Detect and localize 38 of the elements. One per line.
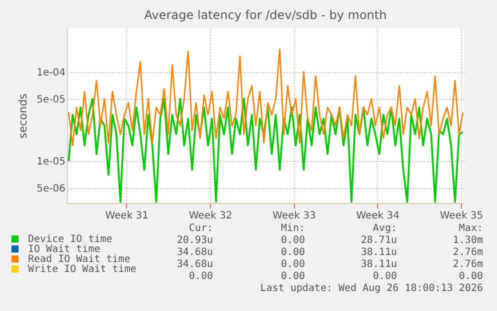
text: 34.68u — [176, 259, 213, 270]
text: 0.00 — [280, 271, 305, 282]
text: 38.11u — [360, 259, 397, 270]
text: Max: — [458, 223, 483, 234]
x-tick-label: Week 33 — [272, 210, 316, 222]
x-tick-label: Week 32 — [188, 210, 232, 222]
y-tick-label: 5e-05 — [36, 94, 66, 106]
legend-label: Read IO Wait time — [28, 254, 130, 265]
x-tick-label: Week 34 — [356, 210, 400, 222]
text: Min: — [280, 223, 305, 234]
text: Cur: — [188, 223, 213, 234]
text: 0.00 — [188, 271, 213, 282]
x-tick-label: Week 31 — [105, 210, 149, 222]
text: 34.68u — [176, 247, 213, 258]
text: 1.30m — [452, 235, 483, 246]
text: 0.00 — [280, 235, 305, 246]
text: 2.76m — [452, 247, 483, 258]
text: 0.00 — [280, 247, 305, 258]
y-axis-title: seconds — [16, 93, 30, 138]
text: 0.00 — [372, 271, 397, 282]
text: 0.00 — [280, 259, 305, 270]
x-tick-label: Week 35 — [440, 210, 484, 222]
chart-title: Average latency for /dev/sdb - by month — [144, 8, 387, 22]
legend-label: Device IO time — [28, 234, 112, 245]
text: 0.00 — [458, 271, 483, 282]
text: 28.71u — [360, 235, 397, 246]
y-tick-label: 1e-04 — [36, 67, 66, 78]
text: 20.93u — [176, 235, 213, 246]
line-series — [68, 98, 464, 203]
y-tick-label: 1e-05 — [36, 156, 66, 168]
y-tick-label: 5e-06 — [36, 184, 66, 195]
legend-label: IO Wait time — [28, 244, 100, 255]
text: 2.76m — [452, 259, 483, 270]
text: Avg: — [372, 223, 397, 234]
line-series — [68, 48, 464, 146]
text: 38.11u — [360, 247, 397, 258]
text: Last update: Wed Aug 26 18:00:13 2026 — [260, 283, 483, 294]
legend-label: Write IO Wait time — [28, 264, 136, 275]
